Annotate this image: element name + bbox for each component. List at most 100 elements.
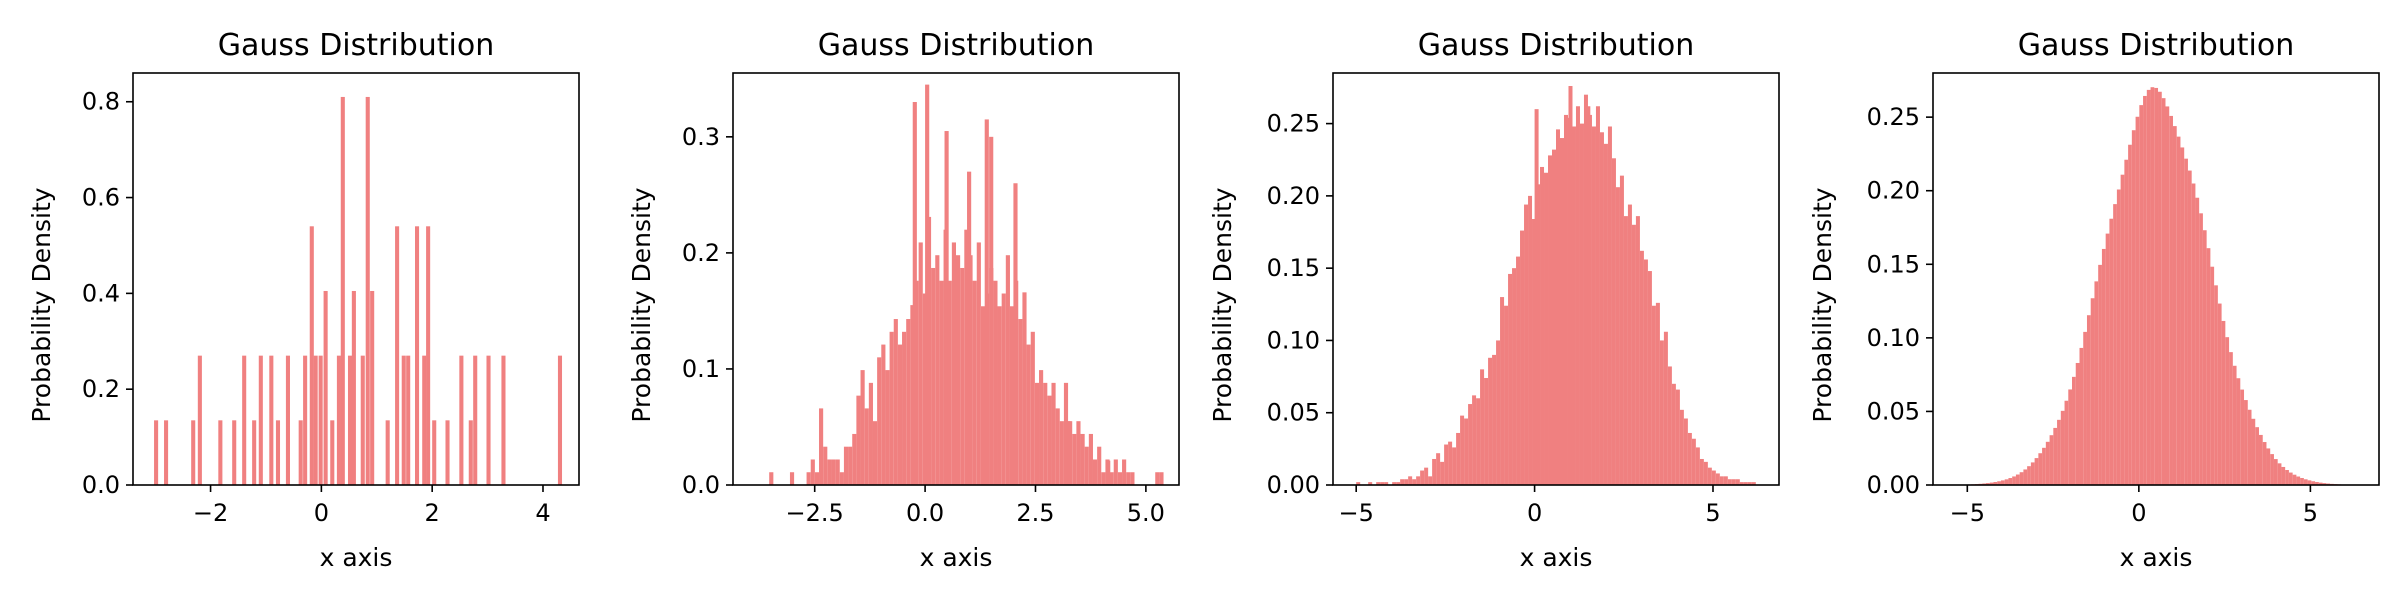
histogram-bar — [2053, 427, 2058, 485]
histogram-bar — [395, 226, 400, 486]
histogram-bar — [893, 319, 898, 485]
histogram-bar — [1376, 482, 1381, 485]
histogram-bar — [1159, 472, 1164, 485]
histogram-bar — [1695, 447, 1700, 485]
histogram-bar — [2075, 362, 2080, 485]
subplot-2-xlabel: x axis — [920, 543, 993, 572]
histogram-bar — [956, 255, 961, 485]
subplot-1-ylabel: Probability Density — [27, 187, 56, 422]
histogram-bar — [1683, 418, 1688, 485]
histogram-bar — [2064, 400, 2069, 485]
histogram-bar — [1579, 123, 1584, 485]
histogram-bar — [340, 96, 345, 485]
histogram-bar — [2258, 434, 2263, 485]
histogram-bar — [1631, 224, 1636, 486]
histogram-bar — [1009, 306, 1015, 485]
x-tick-label: 2 — [425, 499, 440, 527]
histogram-bar — [839, 472, 844, 485]
histogram-bar — [864, 408, 869, 485]
histogram-bar — [1663, 331, 1668, 485]
subplot-4-title: Gauss Distribution — [2018, 28, 2294, 63]
histogram-bar — [2068, 389, 2073, 485]
histogram-bar — [2143, 95, 2147, 486]
histogram-bar — [789, 472, 795, 485]
subplot-3-yticks: 0.00 0.05 0.10 0.15 0.20 0.25 — [1267, 110, 1333, 499]
histogram-bar — [154, 420, 159, 485]
histogram-bar — [806, 472, 811, 485]
histogram-bar — [1723, 476, 1728, 485]
histogram-bar — [486, 355, 491, 485]
x-tick-label: 2.5 — [1016, 499, 1054, 527]
histogram-bar — [1047, 395, 1052, 485]
histogram-bar — [872, 421, 878, 485]
histogram-bar — [1130, 472, 1135, 485]
histogram-bar — [2113, 204, 2117, 486]
histogram-bar — [2214, 285, 2218, 485]
histogram-bar — [2221, 320, 2226, 485]
histogram-bar — [1420, 470, 1425, 485]
histogram-bar — [303, 355, 308, 485]
histogram-bar — [242, 355, 247, 485]
histogram-bar — [1101, 472, 1106, 485]
histogram-bar — [860, 370, 865, 485]
histogram-bar — [347, 355, 353, 485]
histogram-bar — [1051, 382, 1056, 485]
histogram-bar — [1488, 357, 1493, 485]
histogram-bar — [1384, 482, 1389, 485]
histogram-bar — [1671, 383, 1676, 485]
subplot-3-bars — [1356, 86, 1756, 486]
histogram-bar — [1719, 476, 1724, 485]
histogram-bar — [1460, 415, 1465, 485]
histogram-bar — [2217, 303, 2222, 485]
histogram-bar — [1548, 155, 1553, 485]
x-tick-label: 5 — [1705, 499, 1720, 527]
histogram-bar — [856, 395, 861, 485]
histogram-bar — [1043, 382, 1048, 485]
histogram-bar — [2023, 469, 2028, 485]
histogram-bar — [191, 420, 196, 485]
histogram-bar — [1534, 109, 1539, 485]
histogram-bar — [906, 319, 911, 485]
histogram-bar — [445, 420, 450, 485]
histogram-bar — [1444, 444, 1449, 485]
histogram-bar — [1456, 432, 1461, 485]
histogram-bar — [2180, 147, 2185, 485]
histogram-bar — [2057, 419, 2061, 485]
histogram-bar — [881, 344, 886, 485]
y-tick-label: 0.4 — [82, 279, 120, 307]
histogram-bar — [2083, 331, 2087, 485]
histogram-bar — [1989, 482, 1994, 485]
y-tick-label: 0.2 — [82, 375, 120, 403]
histogram-bar — [1651, 305, 1656, 485]
histogram-bar — [843, 446, 849, 485]
histogram-bar — [1703, 461, 1708, 485]
histogram-bar — [1552, 149, 1556, 485]
histogram-bar — [2176, 136, 2181, 485]
histogram-bar — [1715, 473, 1720, 485]
histogram-bar — [2060, 410, 2065, 485]
x-tick-label: 0.0 — [906, 499, 944, 527]
histogram-bar — [1607, 126, 1612, 486]
subplot-3-xlabel: x axis — [1520, 543, 1593, 572]
histogram-bar — [1018, 319, 1023, 485]
histogram-bar — [2303, 479, 2308, 485]
subplot-4-bars — [1967, 87, 2342, 486]
histogram-bar — [2027, 466, 2031, 485]
histogram-bar — [1092, 459, 1098, 485]
histogram-bar — [1005, 255, 1010, 485]
histogram-bar — [269, 355, 274, 485]
subplot-1-xticks: −2 0 2 4 — [193, 485, 551, 527]
histogram-bar — [557, 355, 563, 485]
histogram-bar — [1743, 482, 1748, 485]
y-tick-label: 0.05 — [1267, 399, 1320, 427]
subplot-2-frame — [732, 72, 1180, 486]
y-tick-label: 0.20 — [1867, 177, 1920, 205]
histogram-bar — [1691, 438, 1696, 485]
x-tick-label: −5 — [1338, 499, 1373, 527]
histogram-bar — [309, 226, 314, 486]
histogram-bar — [2273, 459, 2278, 485]
y-tick-label: 0.25 — [1267, 110, 1320, 138]
histogram-bar — [252, 420, 257, 485]
histogram-bar — [1122, 459, 1127, 485]
